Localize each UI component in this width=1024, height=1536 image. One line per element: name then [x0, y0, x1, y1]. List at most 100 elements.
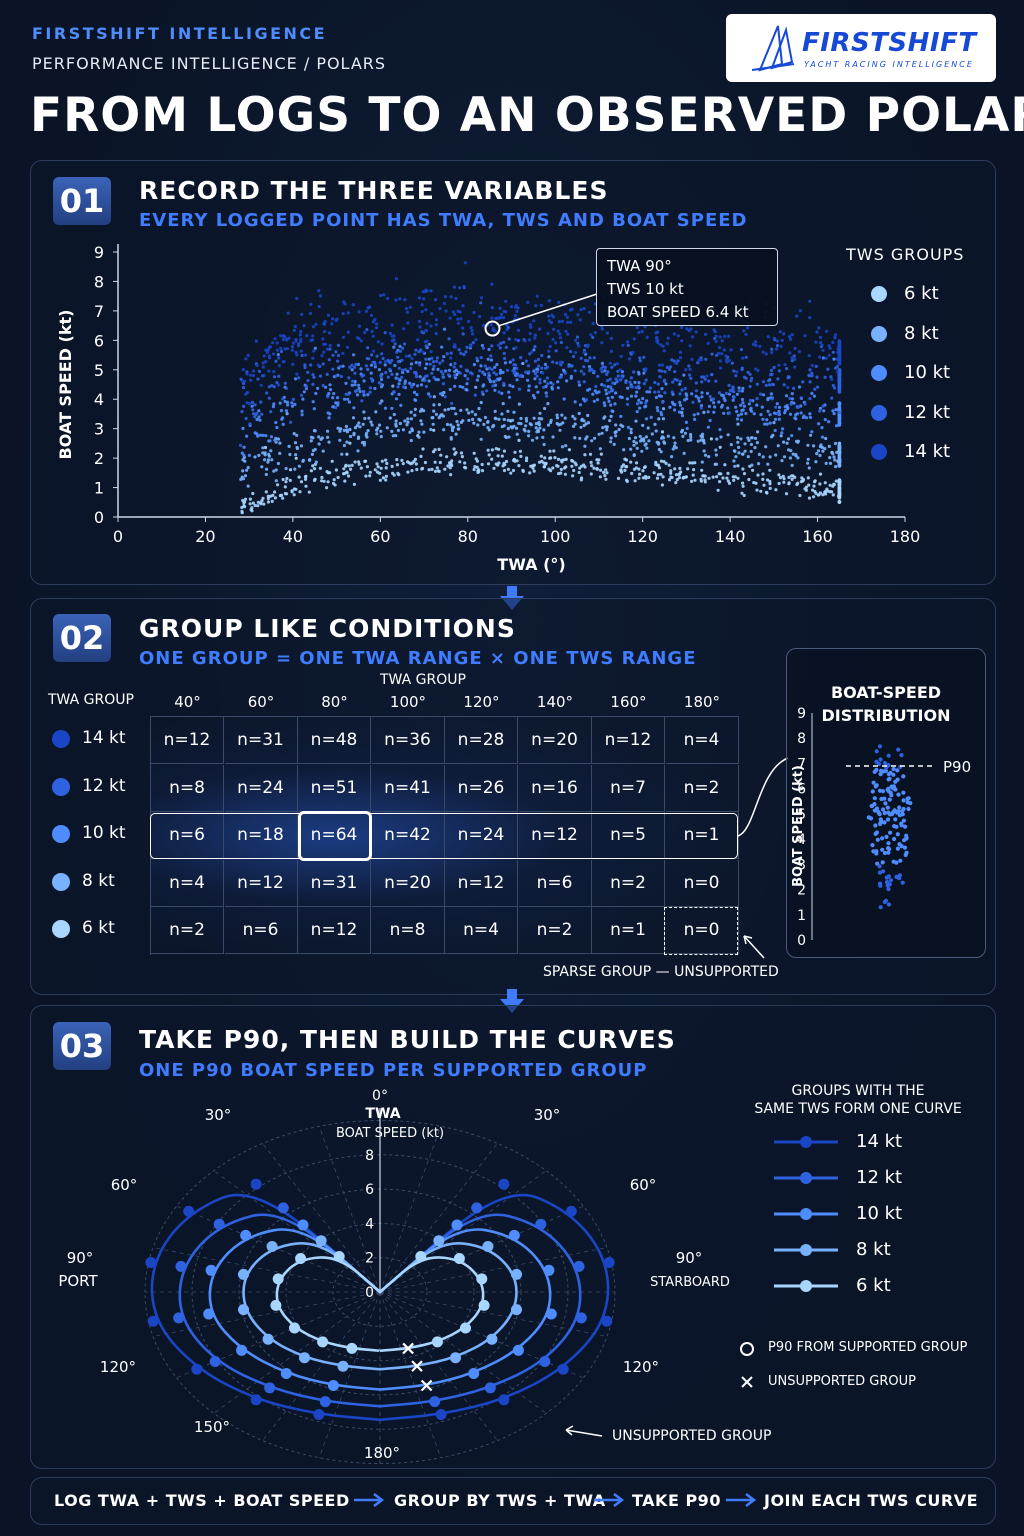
data-point	[425, 362, 429, 366]
data-point	[392, 412, 396, 417]
tooltip-boat-speed: BOAT SPEED 6.4 kt	[607, 303, 749, 321]
data-point	[370, 329, 374, 334]
data-point	[319, 294, 323, 298]
data-point	[413, 413, 417, 417]
data-point	[613, 402, 617, 406]
data-point	[535, 294, 539, 298]
data-point	[831, 452, 835, 456]
data-point	[710, 352, 714, 356]
data-point	[500, 412, 504, 416]
data-point	[527, 384, 531, 388]
data-point	[527, 429, 531, 433]
p90-point	[429, 1396, 441, 1408]
data-point	[480, 343, 484, 348]
data-point	[499, 341, 503, 345]
data-point	[446, 407, 451, 411]
polar-spoke	[176, 1205, 381, 1293]
data-point	[503, 356, 507, 361]
data-point	[741, 356, 745, 360]
data-point	[313, 477, 317, 481]
data-point	[381, 476, 385, 480]
polar-spoke	[379, 1170, 547, 1293]
data-point	[534, 422, 539, 426]
data-point	[452, 365, 456, 369]
table-cell: n=2	[592, 859, 665, 907]
data-point	[507, 337, 511, 341]
data-point	[720, 352, 724, 356]
data-point	[556, 386, 560, 390]
data-point	[428, 362, 432, 366]
data-point	[386, 296, 390, 301]
data-point	[357, 324, 361, 328]
data-point	[396, 355, 400, 359]
data-point	[259, 400, 263, 404]
data-point	[727, 392, 732, 396]
data-point	[347, 400, 351, 404]
data-point	[393, 363, 397, 368]
data-point	[379, 382, 383, 386]
x-tick-label: 120	[627, 527, 658, 546]
polar-spoke	[152, 1291, 381, 1337]
data-point	[676, 334, 681, 338]
data-point	[735, 392, 739, 396]
data-point	[454, 296, 458, 301]
data-point	[297, 464, 301, 468]
data-point	[407, 354, 412, 358]
data-point	[501, 464, 505, 468]
data-point	[807, 374, 811, 378]
data-point	[792, 386, 796, 390]
p90-point	[191, 1363, 203, 1375]
data-point	[588, 356, 592, 360]
data-point	[784, 492, 789, 496]
data-point	[757, 452, 762, 456]
data-point	[454, 412, 458, 416]
data-point	[478, 369, 482, 373]
data-point	[693, 478, 697, 482]
data-point	[629, 431, 633, 435]
data-point	[417, 296, 421, 300]
data-point	[364, 364, 368, 368]
data-point	[564, 329, 568, 333]
data-point	[317, 289, 321, 293]
data-point	[278, 441, 282, 445]
data-point	[515, 366, 519, 370]
data-point	[452, 406, 456, 411]
data-point	[244, 357, 248, 361]
data-point	[732, 449, 737, 453]
data-point	[804, 416, 809, 420]
data-point	[699, 358, 704, 362]
data-point	[244, 392, 248, 396]
data-point	[360, 399, 364, 403]
data-point	[644, 367, 648, 371]
dist-point	[878, 817, 883, 822]
data-point	[606, 396, 610, 400]
data-point	[830, 377, 834, 381]
data-point	[287, 444, 291, 448]
data-point	[261, 451, 265, 455]
data-point	[420, 407, 424, 411]
data-point	[713, 405, 717, 409]
data-point	[489, 354, 493, 358]
data-point	[563, 371, 568, 375]
data-point	[336, 343, 340, 347]
data-point	[827, 344, 831, 348]
data-point	[445, 422, 450, 427]
data-point	[587, 365, 592, 369]
data-point	[352, 406, 356, 410]
data-point	[684, 420, 689, 424]
data-point	[658, 375, 662, 379]
data-point	[320, 479, 324, 483]
data-point	[251, 491, 255, 496]
polar-legend-title-line1: GROUPS WITH THE	[791, 1083, 925, 1099]
data-point	[634, 461, 639, 465]
data-point	[390, 429, 394, 433]
data-point	[528, 422, 532, 426]
data-point	[825, 487, 829, 491]
data-point	[459, 364, 463, 368]
data-point	[272, 469, 276, 473]
data-point	[648, 386, 653, 390]
data-point	[357, 383, 361, 387]
data-point	[708, 418, 712, 423]
data-point	[439, 453, 443, 457]
data-point	[341, 312, 345, 316]
